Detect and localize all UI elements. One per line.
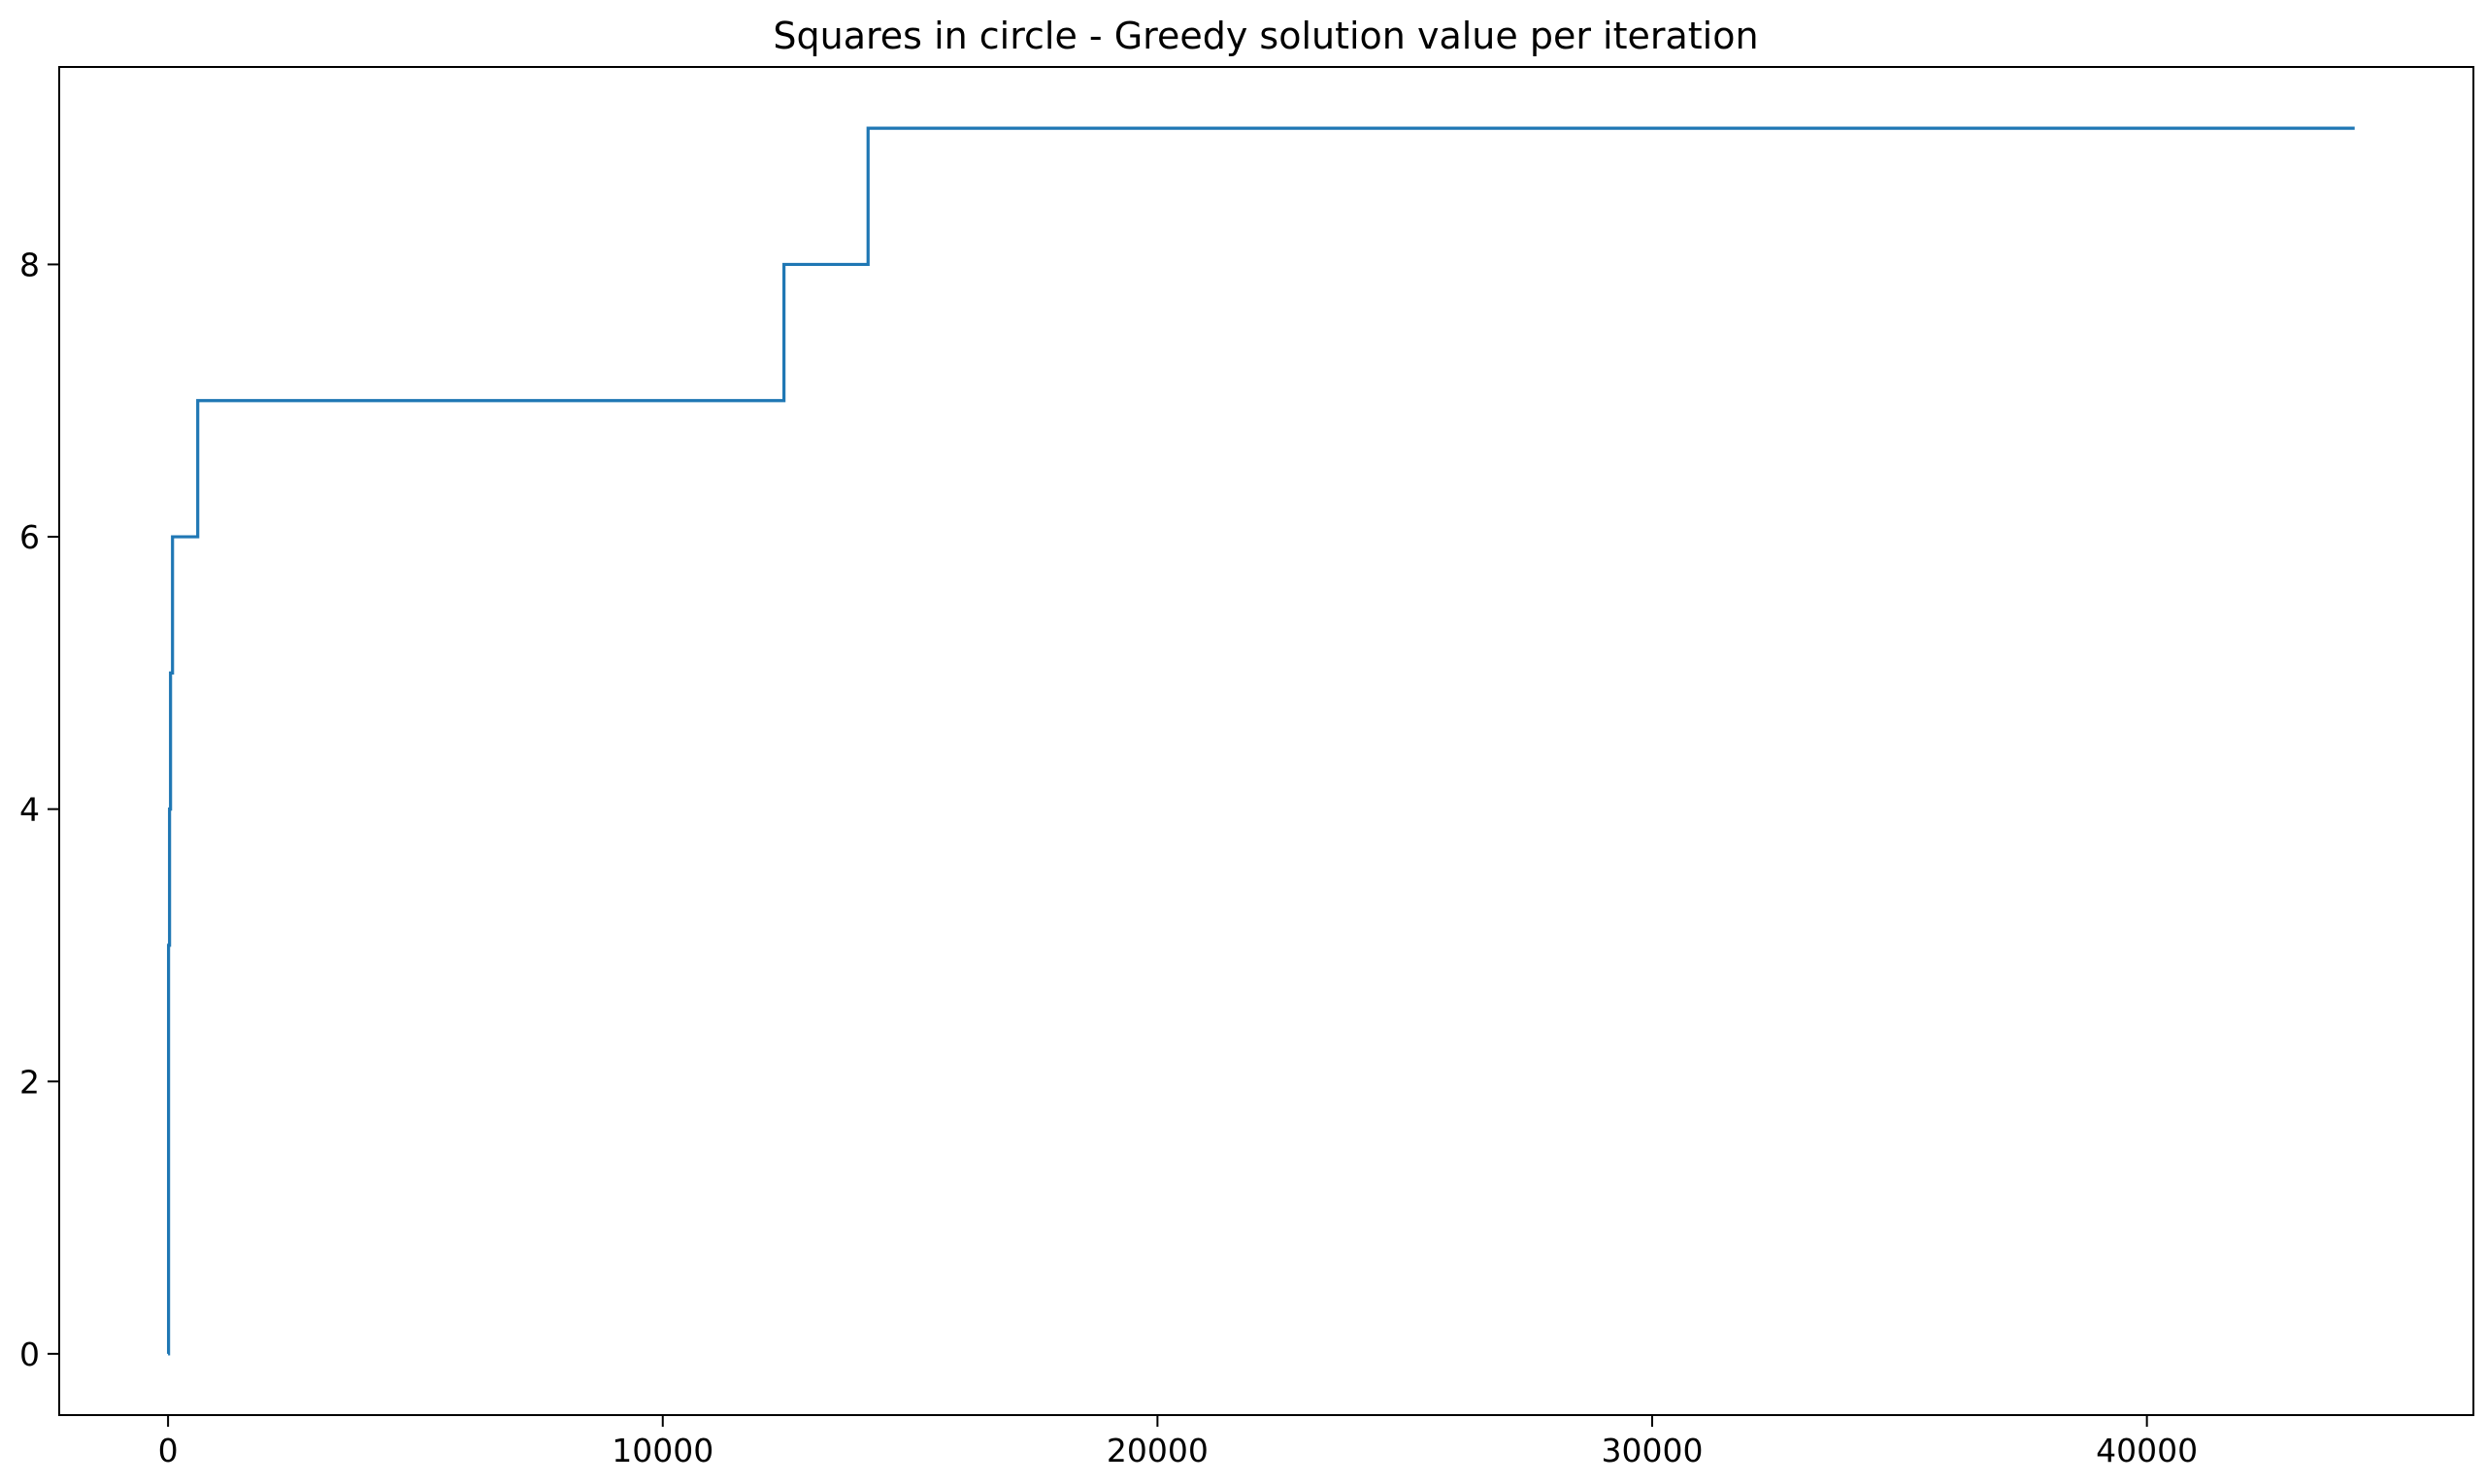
y-axis-ticks: 0 2 4 6 8 xyxy=(19,246,59,1373)
x-axis-ticks: 0 10000 20000 30000 40000 xyxy=(158,1415,2198,1469)
y-tick-label: 0 xyxy=(19,1336,40,1373)
x-tick-label: 20000 xyxy=(1107,1432,1209,1469)
y-tick-label: 4 xyxy=(19,791,40,829)
plot-frame xyxy=(58,66,2474,1416)
x-tick-label: 40000 xyxy=(2096,1432,2198,1469)
x-tick-label: 10000 xyxy=(612,1432,713,1469)
chart-title: Squares in circle - Greedy solution valu… xyxy=(773,15,1758,57)
series-line-0 xyxy=(167,126,2355,1356)
x-tick-label: 30000 xyxy=(1602,1432,1704,1469)
series-layer xyxy=(167,126,2355,1356)
y-tick-label: 8 xyxy=(19,246,40,283)
plot-area xyxy=(58,66,2474,1416)
x-tick-label: 0 xyxy=(158,1432,179,1469)
y-tick-label: 2 xyxy=(19,1063,40,1101)
y-tick-label: 6 xyxy=(19,518,40,556)
